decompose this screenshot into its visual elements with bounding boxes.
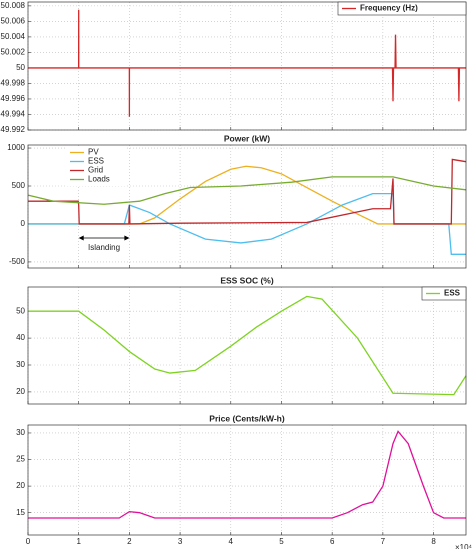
legend-label: Frequency (Hz) <box>360 4 418 13</box>
y-tick-label: 1000 <box>7 143 25 152</box>
plot-area <box>28 287 466 404</box>
y-tick-label: 500 <box>12 181 26 190</box>
legend-frame <box>421 286 467 301</box>
series-line <box>27 176 467 205</box>
x-tick-label: 0 <box>26 537 31 546</box>
x-tick-label: 5 <box>279 537 284 546</box>
legend-label: ESS <box>88 157 104 166</box>
plot-frame <box>27 286 467 405</box>
legend-label: ESS <box>444 289 461 298</box>
panel: Price (Cents/kW-h) 15 20 25 30 0 1 2 3 4 5 6 7 8 ×10⁴ <box>16 413 472 549</box>
y-tick-label: 40 <box>16 333 25 342</box>
series-line <box>28 158 467 225</box>
x-tick-label: 1 <box>76 537 81 546</box>
y-tick-label: 30 <box>16 428 25 437</box>
x-tick-label: 6 <box>330 537 335 546</box>
y-tick-label: 50 <box>16 306 25 315</box>
x-tick-label: 7 <box>381 537 386 546</box>
x-tick-label: 4 <box>229 537 234 546</box>
plot-frame <box>27 144 467 269</box>
legend-label: PV <box>88 148 99 157</box>
y-tick-label: 50.004 <box>1 32 26 41</box>
y-tick-label: 50.002 <box>1 48 26 57</box>
x-tick-label: 8 <box>431 537 436 546</box>
series-line <box>28 295 467 396</box>
y-tick-label: 49.996 <box>1 94 26 103</box>
plot-frame <box>27 1 467 131</box>
plot-frame <box>27 424 467 536</box>
panel: Power (kW) -500 0 500 1000 Islanding PVESSGrid… <box>7 133 467 269</box>
series-line <box>28 165 466 225</box>
y-tick-label: -500 <box>9 257 26 266</box>
y-tick-label: 50.008 <box>1 1 26 10</box>
x-multiplier: ×10⁴ <box>455 543 473 549</box>
y-tick-label: 50 <box>16 63 25 72</box>
panel: ESS SOC (%) 20 30 40 50 ESS <box>16 275 467 405</box>
y-tick-label: 25 <box>16 455 25 464</box>
panel-title: Power (kW) <box>224 133 270 143</box>
y-tick-label: 20 <box>16 481 25 490</box>
panel: 49.992 49.994 49.996 49.998 50 50.002 50.004 50… <box>1 1 467 134</box>
legend-label: Grid <box>88 166 103 175</box>
annotation: Islanding <box>88 243 120 252</box>
series-line <box>28 430 466 519</box>
y-tick-label: 49.994 <box>1 110 26 119</box>
y-tick-label: 0 <box>21 219 26 228</box>
plot-area <box>28 2 466 130</box>
panel-title: ESS SOC (%) <box>220 275 274 285</box>
x-tick-label: 2 <box>127 537 132 546</box>
y-tick-label: 30 <box>16 360 25 369</box>
y-tick-label: 50.006 <box>1 17 26 26</box>
x-tick-label: 3 <box>178 537 183 546</box>
y-tick-label: 49.992 <box>1 125 26 134</box>
legend-frame <box>337 1 467 16</box>
y-tick-label: 15 <box>16 508 25 517</box>
panel-title: Price (Cents/kW-h) <box>209 413 285 423</box>
series-line <box>28 9 466 117</box>
legend-label: Loads <box>88 175 110 184</box>
y-tick-label: 20 <box>16 387 25 396</box>
y-tick-label: 49.998 <box>1 79 26 88</box>
